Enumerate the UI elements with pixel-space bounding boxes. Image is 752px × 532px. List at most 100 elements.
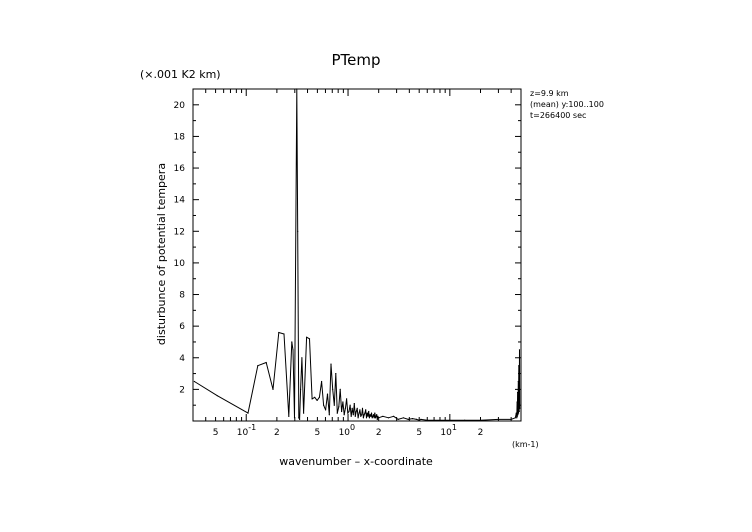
y-tick-label: 18 bbox=[174, 132, 186, 142]
info-line: (mean) y:100..100 bbox=[530, 100, 604, 109]
data-point bbox=[415, 418, 418, 420]
data-point bbox=[375, 415, 377, 417]
data-point bbox=[407, 418, 409, 420]
plot-area bbox=[193, 88, 521, 421]
series-line-0 bbox=[194, 88, 521, 421]
x-tick-label: 2 bbox=[376, 428, 382, 438]
data-point bbox=[351, 407, 353, 409]
x-tick-exponent: 1 bbox=[452, 423, 457, 432]
data-point bbox=[365, 409, 367, 411]
data-point bbox=[339, 388, 341, 390]
data-point bbox=[516, 417, 518, 419]
data-point bbox=[357, 417, 359, 419]
data-point bbox=[338, 406, 340, 408]
data-point bbox=[278, 331, 280, 334]
data-point bbox=[519, 407, 521, 409]
data-point bbox=[283, 333, 285, 335]
data-point bbox=[369, 414, 371, 416]
data-point bbox=[301, 357, 303, 359]
data-point bbox=[365, 417, 368, 419]
y-tick-label: 10 bbox=[174, 259, 186, 269]
data-point bbox=[350, 415, 352, 417]
data-point bbox=[376, 414, 378, 416]
data-point bbox=[343, 414, 345, 416]
x-tick-label: 10 bbox=[440, 428, 452, 438]
data-point bbox=[356, 407, 358, 409]
y-tick-label: 4 bbox=[179, 354, 185, 364]
data-point bbox=[370, 415, 372, 417]
data-point bbox=[321, 380, 323, 383]
data-point bbox=[360, 415, 362, 417]
data-point bbox=[361, 414, 363, 416]
x-tick-label: 2 bbox=[478, 428, 484, 438]
data-point bbox=[374, 417, 377, 419]
x-tick-label: 5 bbox=[213, 428, 219, 438]
data-point bbox=[344, 407, 346, 409]
data-point bbox=[318, 396, 320, 398]
data-point bbox=[370, 412, 373, 414]
data-point bbox=[361, 407, 364, 409]
y-axis-label: disturbunce of potential tempera bbox=[155, 163, 168, 345]
data-point bbox=[316, 399, 318, 401]
data-point bbox=[298, 417, 300, 419]
data-point bbox=[293, 417, 296, 419]
data-point bbox=[515, 412, 517, 414]
y-tick-label: 2 bbox=[179, 385, 185, 395]
data-point bbox=[518, 410, 520, 413]
data-point bbox=[371, 417, 373, 419]
data-point bbox=[517, 412, 520, 414]
data-point bbox=[193, 380, 195, 383]
data-point bbox=[364, 412, 366, 414]
data-point bbox=[336, 412, 338, 414]
x-tick-label: 5 bbox=[416, 428, 422, 438]
data-point bbox=[247, 412, 249, 414]
y-tick-label: 20 bbox=[174, 101, 186, 111]
data-point bbox=[311, 398, 313, 400]
data-point bbox=[323, 404, 325, 406]
y-tick-label: 14 bbox=[174, 196, 186, 206]
data-point bbox=[516, 401, 518, 403]
data-point bbox=[341, 410, 343, 413]
data-point bbox=[382, 415, 384, 417]
data-point bbox=[517, 414, 519, 416]
data-point bbox=[518, 365, 520, 367]
data-point bbox=[372, 414, 375, 416]
y-unit-label: (×.001 K2 km) bbox=[140, 68, 221, 81]
data-point bbox=[355, 410, 357, 413]
y-tick-label: 12 bbox=[174, 227, 185, 237]
data-point bbox=[362, 417, 364, 419]
data-point bbox=[397, 418, 399, 420]
data-point bbox=[376, 418, 378, 420]
data-point bbox=[347, 412, 349, 414]
data-point bbox=[272, 388, 274, 390]
y-tick-label: 8 bbox=[179, 291, 185, 301]
chart-title: PTemp bbox=[331, 51, 380, 69]
x-tick-label: 10 bbox=[237, 428, 249, 438]
data-point bbox=[288, 415, 290, 417]
data-point bbox=[517, 391, 519, 394]
data-point bbox=[363, 414, 365, 416]
x-tick-label: 10 bbox=[339, 428, 351, 438]
data-point bbox=[265, 361, 267, 364]
data-point bbox=[393, 415, 395, 417]
data-point bbox=[352, 414, 354, 416]
data-point bbox=[303, 412, 305, 414]
data-point bbox=[353, 403, 355, 405]
data-point bbox=[216, 395, 218, 397]
data-point bbox=[368, 417, 370, 419]
info-line: t=266400 sec bbox=[530, 111, 586, 120]
data-point bbox=[411, 418, 414, 420]
data-point bbox=[291, 341, 293, 343]
info-line: z=9.9 km bbox=[530, 89, 569, 98]
data-point bbox=[335, 373, 337, 375]
plot-frame bbox=[192, 88, 522, 422]
data-point bbox=[366, 412, 368, 414]
data-point bbox=[517, 380, 519, 383]
data-point bbox=[377, 415, 379, 417]
data-point bbox=[308, 338, 311, 340]
data-point bbox=[333, 404, 335, 406]
data-point bbox=[514, 417, 516, 419]
data-point bbox=[325, 409, 327, 411]
data-point bbox=[518, 349, 521, 351]
